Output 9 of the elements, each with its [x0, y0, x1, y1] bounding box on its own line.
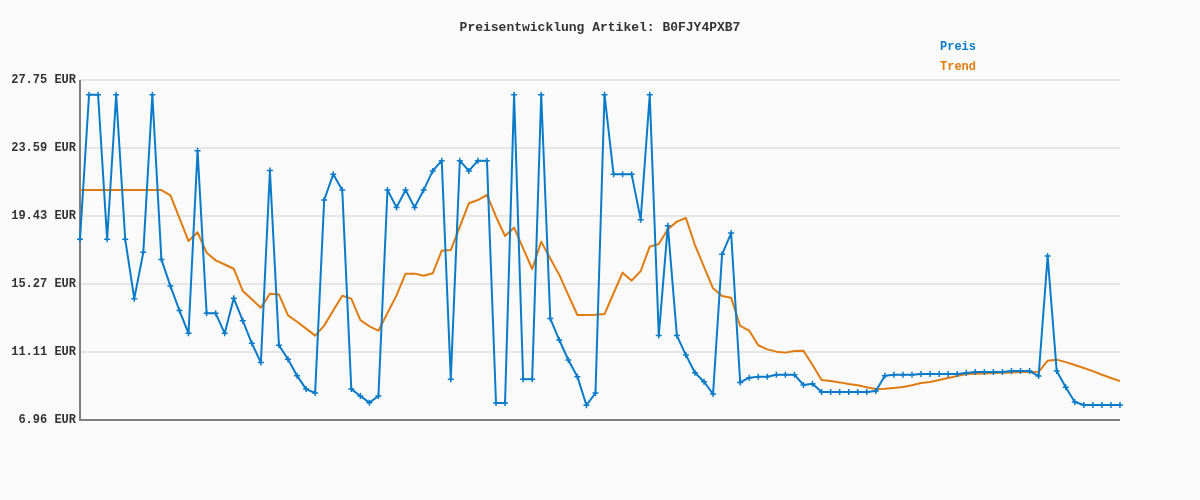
y-tick-label: 15.27 EUR [11, 277, 77, 292]
text: Preis [940, 40, 977, 55]
y-tick-label: 6.96 EUR [18, 413, 77, 428]
chart-title: Preisentwicklung Artikel: B0FJY4PXB7 [459, 20, 741, 36]
text: Trend [940, 60, 977, 75]
y-tick-label: 27.75 EUR [11, 73, 77, 88]
y-tick-label: 23.59 EUR [11, 141, 77, 156]
y-tick-label: 19.43 EUR [11, 209, 77, 224]
y-tick-label: 11.11 EUR [11, 345, 77, 360]
